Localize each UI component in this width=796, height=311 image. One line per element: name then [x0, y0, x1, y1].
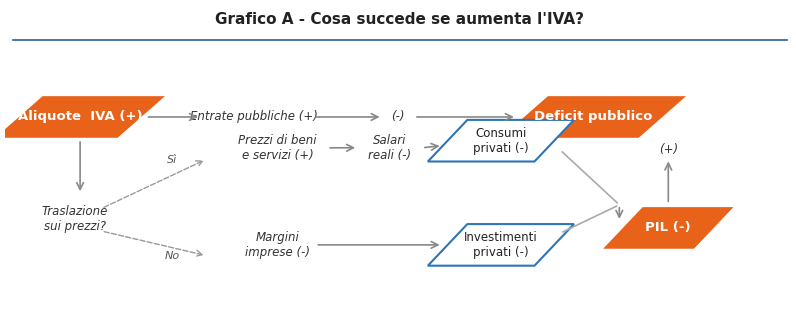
Text: No: No [165, 251, 180, 261]
Text: Traslazione
sui prezzi?: Traslazione sui prezzi? [41, 205, 107, 233]
Text: Aliquote  IVA (+): Aliquote IVA (+) [18, 110, 142, 123]
Text: Salari
reali (-): Salari reali (-) [368, 134, 412, 162]
Text: Sì: Sì [167, 155, 178, 165]
Text: Prezzi di beni
e servizi (+): Prezzi di beni e servizi (+) [238, 134, 317, 162]
Polygon shape [603, 207, 733, 249]
Text: Consumi
privati (-): Consumi privati (-) [473, 127, 529, 155]
Polygon shape [428, 120, 574, 161]
Text: (+): (+) [659, 143, 678, 156]
Text: Deficit pubblico: Deficit pubblico [534, 110, 653, 123]
Text: PIL (-): PIL (-) [646, 221, 691, 234]
Text: Margini
imprese (-): Margini imprese (-) [245, 231, 310, 259]
Text: Grafico A - Cosa succede se aumenta l'IVA?: Grafico A - Cosa succede se aumenta l'IV… [216, 12, 584, 27]
Polygon shape [428, 224, 574, 266]
Text: Investimenti
privati (-): Investimenti privati (-) [464, 231, 538, 259]
Polygon shape [0, 96, 165, 138]
Text: Entrate pubbliche (+): Entrate pubbliche (+) [190, 110, 318, 123]
Text: (-): (-) [392, 110, 405, 123]
Polygon shape [501, 96, 686, 138]
